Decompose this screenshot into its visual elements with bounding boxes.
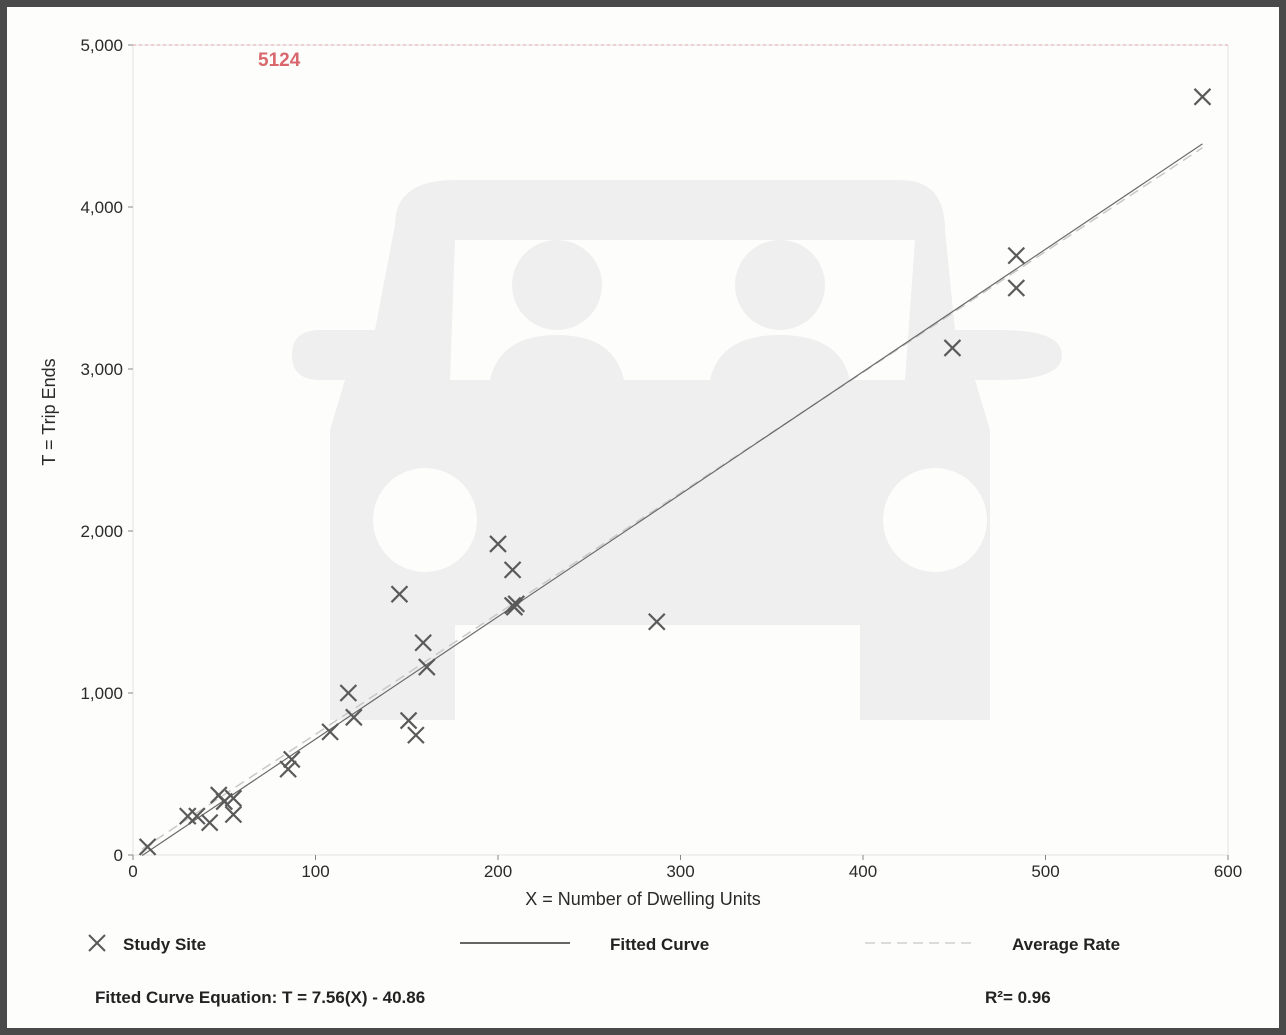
- study-site-point: [414, 634, 432, 652]
- study-site-point: [418, 658, 436, 676]
- x-tick-label: 200: [484, 862, 512, 881]
- y-tick-label: 4,000: [80, 198, 123, 217]
- x-tick-label: 600: [1214, 862, 1242, 881]
- study-site-point: [1007, 246, 1026, 265]
- legend-fitted-curve-label: Fitted Curve: [610, 935, 709, 954]
- r-squared-value: R²= 0.96: [985, 988, 1051, 1007]
- y-tick-label: 0: [114, 846, 123, 865]
- y-tick-label: 3,000: [80, 360, 123, 379]
- y-tick-label: 2,000: [80, 522, 123, 541]
- x-tick-label: 0: [128, 862, 137, 881]
- study-site-point: [390, 585, 409, 603]
- study-site-point: [647, 612, 666, 631]
- study-site-point: [138, 838, 157, 856]
- study-site-points: [138, 88, 1212, 856]
- study-site-point: [215, 792, 234, 811]
- study-site-point: [1007, 279, 1026, 297]
- y-tick-label: 5,000: [80, 36, 123, 55]
- study-site-point: [399, 711, 418, 730]
- study-site-point: [279, 760, 297, 778]
- x-tick-label: 100: [301, 862, 329, 881]
- study-site-point: [943, 339, 962, 357]
- study-site-point: [224, 805, 243, 824]
- study-site-point: [507, 595, 526, 613]
- study-site-point: [282, 750, 301, 769]
- fitted-curve-line: [141, 143, 1203, 856]
- legend: Study Site Fitted Curve Average Rate: [88, 934, 1120, 954]
- y-tick-label: 1,000: [80, 684, 123, 703]
- study-site-point: [345, 708, 363, 727]
- study-site-point: [178, 807, 197, 825]
- car-watermark-icon: [292, 180, 1062, 720]
- max-value-label: 5124: [258, 50, 301, 71]
- legend-average-rate-label: Average Rate: [1012, 935, 1120, 954]
- average-rate-line: [141, 147, 1203, 850]
- study-site-point: [321, 723, 339, 741]
- study-site-point: [224, 789, 243, 808]
- legend-study-site-label: Study Site: [123, 935, 206, 954]
- fitted-curve-equation: Fitted Curve Equation: T = 7.56(X) - 40.…: [95, 988, 425, 1007]
- study-site-point: [200, 813, 219, 832]
- legend-study-site-marker: [88, 934, 106, 952]
- study-site-point: [339, 684, 358, 702]
- study-site-point: [407, 726, 425, 744]
- x-tick-label: 300: [666, 862, 694, 881]
- x-axis: 0 100 200 300 400 500 600: [128, 855, 1242, 881]
- study-site-point: [188, 807, 206, 825]
- x-tick-label: 500: [1031, 862, 1059, 881]
- y-axis-title: T = Trip Ends: [39, 358, 59, 465]
- study-site-point: [1193, 88, 1212, 106]
- y-axis: 0 1,000 2,000 3,000 4,000 5,000: [80, 36, 133, 865]
- x-tick-label: 400: [849, 862, 877, 881]
- study-site-point: [503, 561, 522, 579]
- study-site-point: [489, 535, 507, 553]
- x-axis-title: X = Number of Dwelling Units: [525, 889, 761, 909]
